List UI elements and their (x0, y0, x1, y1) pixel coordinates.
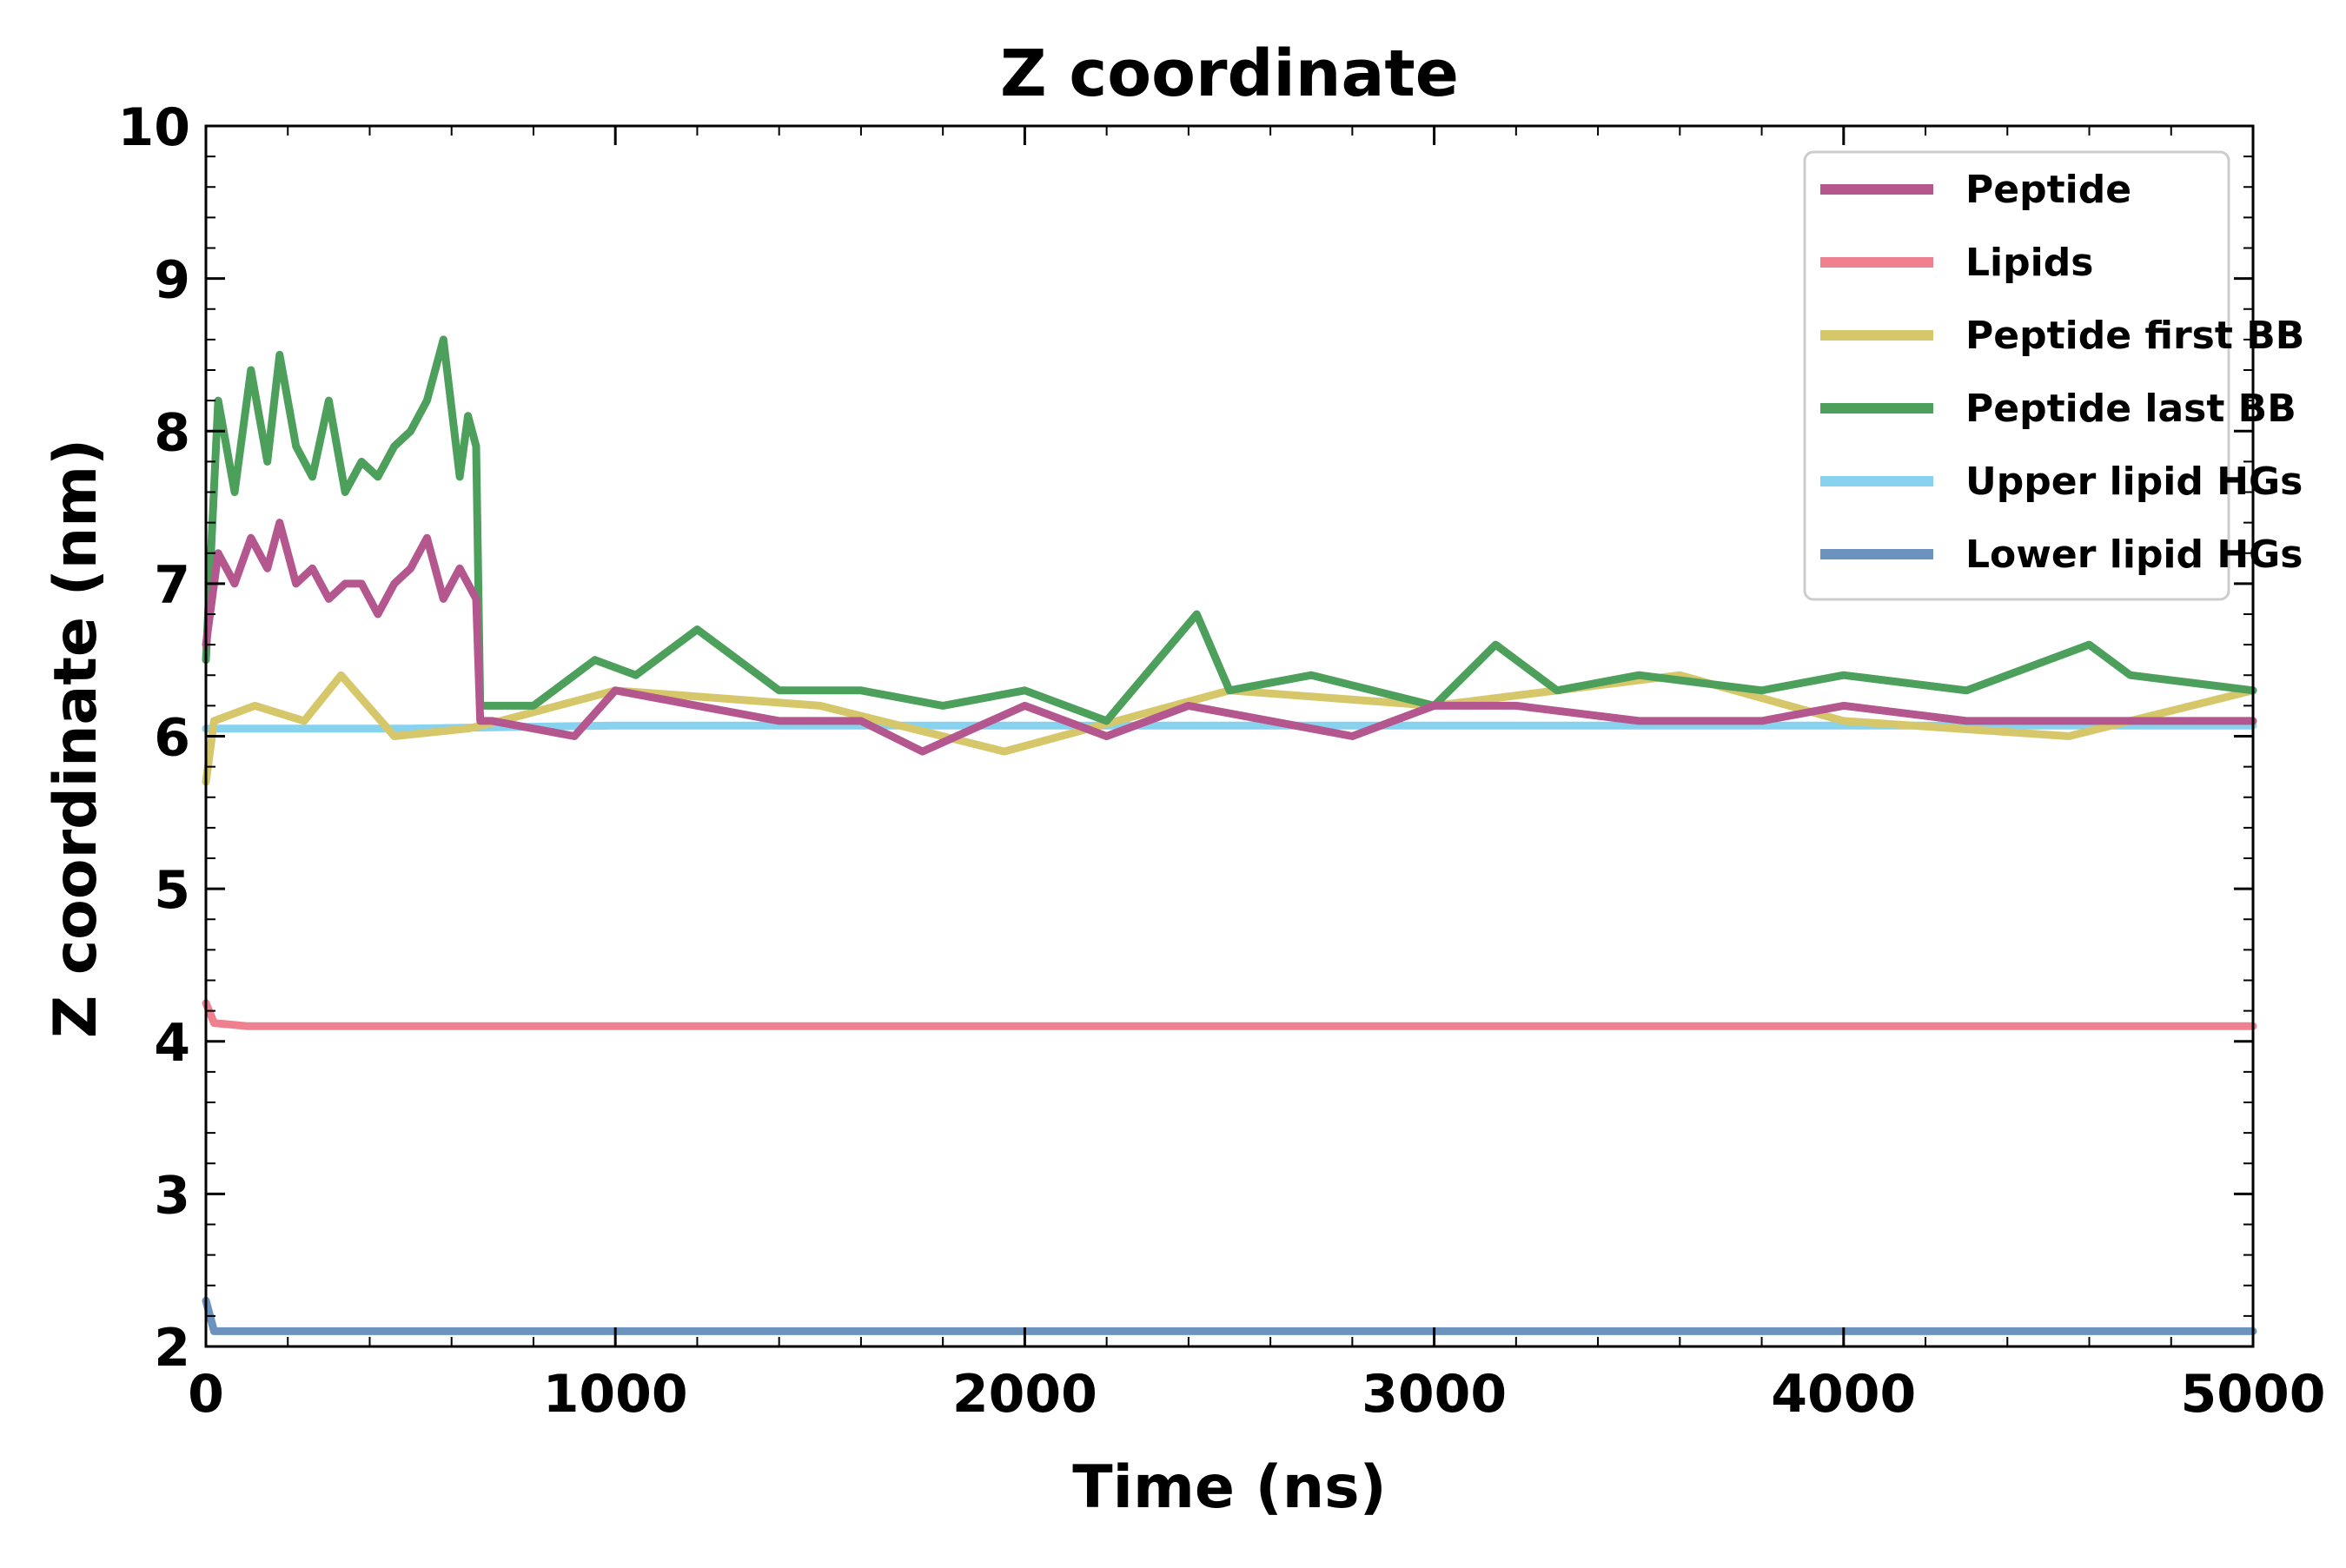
y-tick-label: 4 (154, 1013, 190, 1074)
legend-label: Lower lipid HGs (1965, 533, 2303, 577)
y-tick-label: 2 (154, 1318, 190, 1379)
y-tick-label: 6 (154, 708, 190, 769)
legend-items: Peptide Lipids Peptide first BB Peptide las… (1820, 168, 2304, 577)
series-line-0 (202, 1296, 2257, 1335)
y-tick-label: 3 (154, 1165, 190, 1226)
y-axis-label: Z coordinate (nm) (42, 439, 110, 1038)
legend-label: Peptide (1965, 168, 2131, 212)
series-line-5 (202, 519, 2257, 756)
plot-frame (204, 124, 2255, 1348)
y-tick-label: 5 (154, 860, 190, 921)
y-tick-label: 7 (154, 555, 190, 616)
legend-label: Lipids (1965, 241, 2093, 285)
series-line-1 (202, 999, 2257, 1030)
x-tick-label: 3000 (1362, 1364, 1507, 1425)
chart-title: Z coordinate (1000, 36, 1459, 111)
x-tick-label: 2000 (952, 1364, 1097, 1425)
y-tick-label: 8 (154, 402, 190, 463)
x-tick-label: 5000 (2181, 1364, 2326, 1425)
legend-label: Peptide first BB (1965, 314, 2304, 358)
y-tick-label: 9 (154, 250, 190, 311)
legend-label: Peptide last BB (1965, 387, 2296, 431)
y-tick-label: 10 (118, 97, 191, 158)
legend: Peptide Lipids Peptide first BB Peptide las… (1803, 150, 2304, 601)
legend-label: Upper lipid HGs (1965, 460, 2303, 504)
series-line-4 (202, 335, 2257, 725)
x-axis-label: Time (ns) (1072, 1453, 1386, 1522)
x-tick-label: 1000 (543, 1364, 688, 1425)
x-tick-label: 4000 (1771, 1364, 1916, 1425)
x-tick-label: 0 (188, 1364, 224, 1425)
ticks-layer: 0 1000 2000 3000 4000 5000 2 3 4 5 6 7 8 9 10 (118, 97, 2326, 1425)
